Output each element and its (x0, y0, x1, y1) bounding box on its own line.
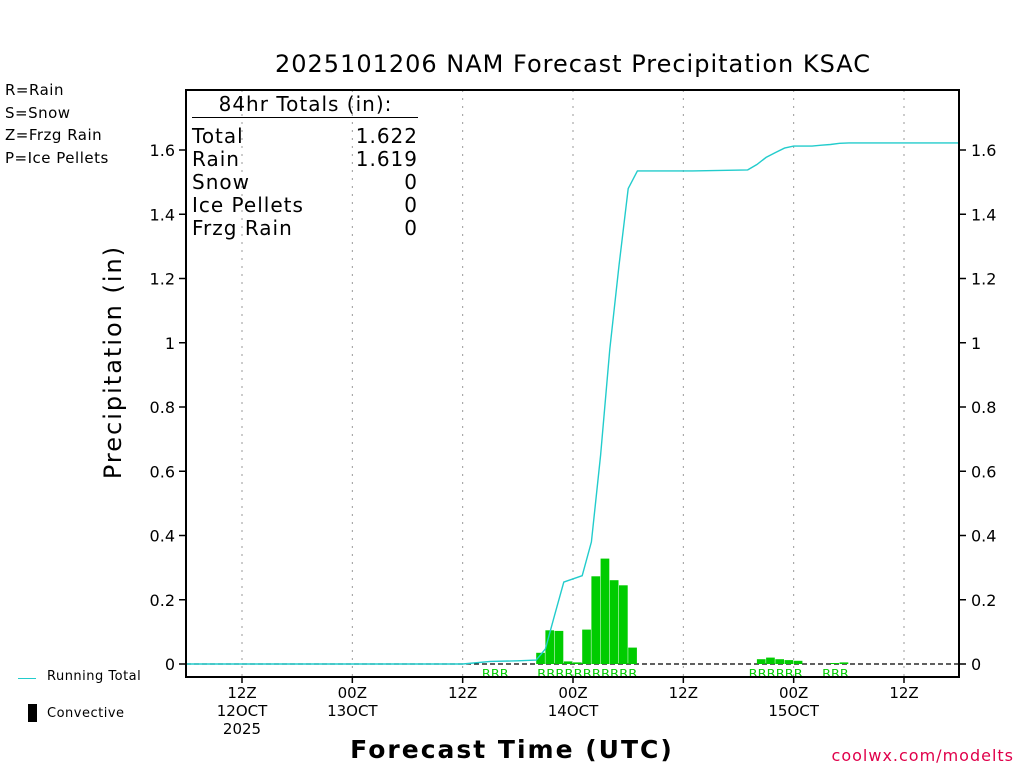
key-snow: S=Snow (5, 104, 71, 122)
totals-row-snow: Snow 0 (190, 170, 418, 194)
credit-link[interactable]: coolwx.com/modelts (831, 746, 1014, 765)
precip-bar (609, 580, 619, 664)
y-tick-label-left: 0.2 (150, 591, 175, 610)
totals-value: 1.622 (355, 124, 418, 148)
precip-bar (830, 663, 840, 664)
y-tick-label-right: 0.8 (971, 398, 996, 417)
y-tick-label-right: 1 (971, 334, 981, 353)
legend-running-total-line (18, 678, 36, 679)
key-rain: R=Rain (5, 81, 64, 99)
x-tick-label: 13OCT (327, 702, 378, 720)
y-tick-label-right: 0.2 (971, 591, 996, 610)
y-tick-label-left: 1.4 (150, 205, 175, 224)
precip-type-label: RRRRRR (749, 667, 804, 680)
totals-title: 84hr Totals (in): (218, 92, 393, 116)
precip-bar (784, 660, 794, 664)
y-tick-label-right: 0.6 (971, 462, 996, 481)
x-tick-label: 12Z (669, 684, 698, 702)
precip-bar (591, 576, 601, 664)
totals-row-total: Total 1.622 (190, 124, 418, 148)
x-tick-label: 2025 (223, 720, 261, 738)
totals-label: Rain (192, 147, 240, 171)
precip-bar (756, 659, 766, 664)
x-tick-label: 00Z (779, 684, 808, 702)
y-tick-label-right: 0 (971, 655, 981, 674)
legend-convective-swatch (28, 704, 37, 722)
totals-label: Ice Pellets (192, 193, 304, 217)
precip-type-label: RRRRRRRRRRR (537, 667, 638, 680)
y-tick-label-left: 0.4 (150, 527, 175, 546)
y-tick-label-left: 0 (165, 655, 175, 674)
totals-label: Total (192, 124, 244, 148)
totals-value: 0 (404, 193, 418, 217)
x-tick-label: 12Z (448, 684, 477, 702)
precip-bar (793, 660, 803, 664)
y-tick-label-left: 1 (165, 334, 175, 353)
precip-bar (545, 630, 555, 664)
precip-bar (839, 662, 849, 664)
x-tick-label: 12OCT (217, 702, 268, 720)
key-ice-pellets: P=Ice Pellets (5, 149, 109, 167)
key-freezing-rain: Z=Frzg Rain (5, 126, 103, 144)
y-tick-label-left: 0.8 (150, 398, 175, 417)
x-axis-label: Forecast Time (UTC) (350, 735, 674, 764)
totals-row-ice-pellets: Ice Pellets 0 (190, 193, 418, 217)
totals-value: 0 (404, 216, 418, 240)
precip-bar (775, 659, 784, 664)
y-tick-label-right: 0.4 (971, 527, 996, 546)
precip-bar (573, 662, 582, 664)
chart-title: 2025101206 NAM Forecast Precipitation KS… (274, 50, 872, 78)
precip-type-label: RRR (822, 667, 849, 680)
y-tick-label-right: 1.4 (971, 205, 996, 224)
y-tick-label-right: 1.2 (971, 270, 996, 289)
x-tick-label: 15OCT (768, 702, 819, 720)
x-tick-label: 12Z (889, 684, 918, 702)
precip-bar (766, 657, 775, 664)
precip-bar (563, 661, 573, 664)
y-tick-label-left: 1.2 (150, 270, 175, 289)
totals-label: Frzg Rain (192, 216, 293, 240)
totals-row-freezing-rain: Frzg Rain 0 (190, 216, 418, 240)
x-tick-label: 14OCT (548, 702, 599, 720)
legend-running-total-label: Running Total (47, 669, 142, 684)
totals-label: Snow (192, 170, 250, 194)
x-tick-label: 00Z (558, 684, 587, 702)
totals-value: 0 (404, 170, 418, 194)
y-tick-label-right: 1.6 (971, 141, 996, 160)
y-tick-label-left: 0.6 (150, 462, 175, 481)
y-axis-label: Precipitation (in) (99, 244, 127, 480)
precip-type-label: RRR (482, 667, 509, 680)
totals-divider (192, 117, 418, 118)
y-tick-label-left: 1.6 (150, 141, 175, 160)
precip-bar (536, 652, 545, 664)
x-tick-label: 00Z (338, 684, 367, 702)
precip-bar (628, 647, 637, 664)
precip-bar (619, 585, 628, 664)
precip-bar (582, 629, 591, 664)
x-tick-label: 12Z (227, 684, 256, 702)
precip-bar (600, 558, 610, 664)
totals-value: 1.619 (355, 147, 418, 171)
precip-bar (554, 630, 564, 664)
legend-convective-label: Convective (47, 706, 125, 721)
totals-row-rain: Rain 1.619 (190, 147, 418, 171)
running-total-line (186, 142, 960, 665)
